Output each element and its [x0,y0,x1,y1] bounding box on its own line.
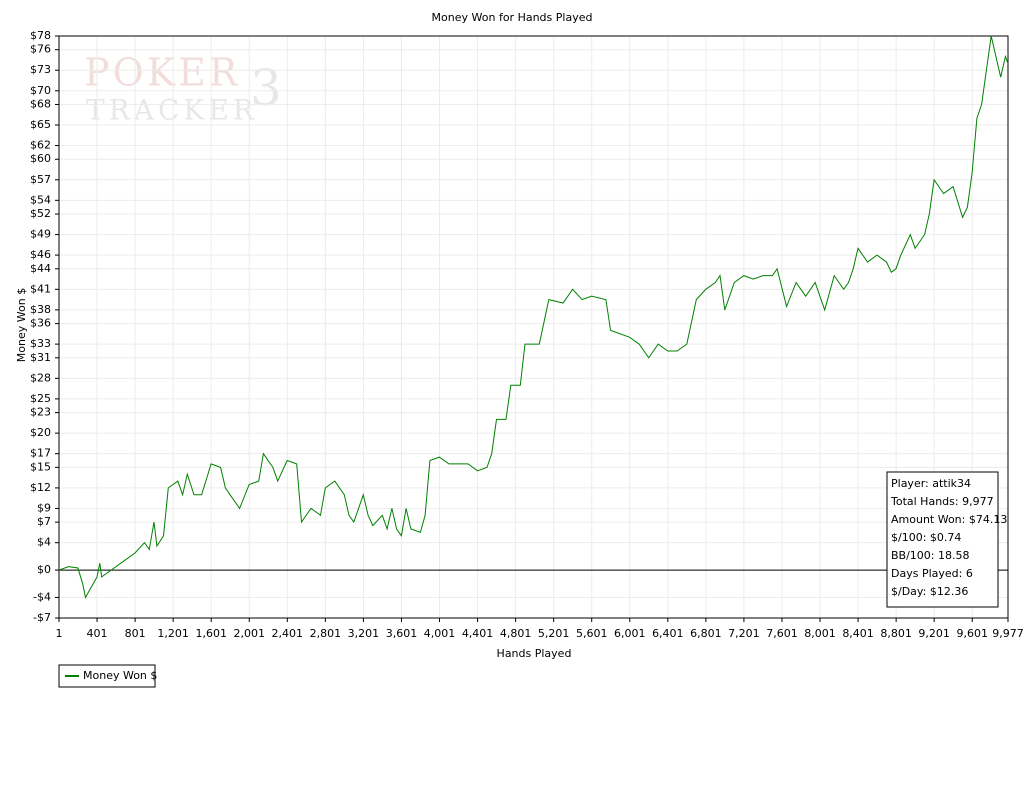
watermark-text: POKER [84,51,240,95]
y-tick-label: $57 [30,173,51,186]
watermark-text: 3 [250,59,282,117]
y-tick-label: $38 [30,303,51,316]
y-axis-label: Money Won $ [15,288,28,362]
y-tick-label: $23 [30,406,51,419]
y-tick-label: $36 [30,317,51,330]
y-tick-label: $62 [30,139,51,152]
x-tick-label: 2,401 [272,627,304,640]
y-tick-label: $70 [30,84,51,97]
chart-title: Money Won for Hands Played [432,11,593,24]
y-tick-label: $73 [30,63,51,76]
y-tick-label: $7 [37,515,51,528]
y-tick-label: $44 [30,262,51,275]
data-line [58,35,1009,599]
y-tick-label: $60 [30,152,51,165]
y-tick-label: $52 [30,207,51,220]
y-tick-label: $49 [30,228,51,241]
y-tick-label: $12 [30,481,51,494]
y-tick-label: $15 [30,460,51,473]
legend-box [58,664,156,688]
x-tick-label: 2,801 [310,627,342,640]
x-tick-label: 6,401 [652,627,684,640]
y-tick-label: $28 [30,371,51,384]
x-tick-label: 1,201 [157,627,189,640]
y-tick-label: $4 [37,536,51,549]
y-tick-label: $20 [30,426,51,439]
y-tick-label: $31 [30,351,51,364]
x-tick-label: 8,001 [804,627,836,640]
x-tick-label: 6,801 [690,627,722,640]
x-tick-label: 401 [87,627,108,640]
y-tick-label: $76 [30,43,51,56]
stats-line: BB/100: 18.58 [891,549,970,562]
x-tick-label: 4,801 [500,627,532,640]
watermark: POKER TRACKER 3 [84,51,282,127]
x-tick-label: 8,801 [880,627,912,640]
y-tick-label: $41 [30,282,51,295]
stats-box [886,471,999,608]
stats-line: Player: attik34 [891,477,971,490]
x-tick-label: 9,977 [992,627,1024,640]
y-tick-label: $78 [30,29,51,42]
y-tick-label: -$7 [33,611,51,624]
stats-line: $/Day: $12.36 [891,585,968,598]
x-tick-label: 6,001 [614,627,646,640]
stats-line: Amount Won: $74.13 [891,513,1007,526]
x-tick-label: 7,601 [766,627,798,640]
x-tick-label: 801 [125,627,146,640]
x-tick-label: 2,001 [234,627,266,640]
y-tick-label: $33 [30,337,51,350]
x-tick-label: 4,001 [424,627,456,640]
y-tick-label: $25 [30,392,51,405]
y-tick-label: $54 [30,193,51,206]
x-tick-label: 1,601 [195,627,227,640]
x-axis-label: Hands Played [497,647,572,660]
x-tick-label: 5,601 [576,627,608,640]
legend-label: Money Won $ [83,669,157,682]
y-tick-label: $9 [37,501,51,514]
stats-line: Total Hands: 9,977 [890,495,994,508]
x-tick-label: 9,201 [918,627,950,640]
y-tick-label: $68 [30,97,51,110]
x-tick-label: 7,201 [728,627,760,640]
y-tick-label: $46 [30,248,51,261]
x-tick-label: 8,401 [842,627,874,640]
x-tick-label: 3,601 [386,627,418,640]
stats-line: Days Played: 6 [891,567,973,580]
x-tick-label: 5,201 [538,627,570,640]
x-tick-label: 9,601 [956,627,988,640]
watermark-text: TRACKER [86,94,258,127]
x-tick-label: 3,201 [348,627,380,640]
plot-frame [58,35,1009,619]
y-tick-label: -$4 [33,590,51,603]
y-tick-label: $65 [30,118,51,131]
x-tick-label: 1 [56,627,63,640]
y-tick-label: $0 [37,563,51,576]
x-tick-label: 4,401 [462,627,494,640]
stats-line: $/100: $0.74 [891,531,961,544]
y-tick-label: $17 [30,447,51,460]
